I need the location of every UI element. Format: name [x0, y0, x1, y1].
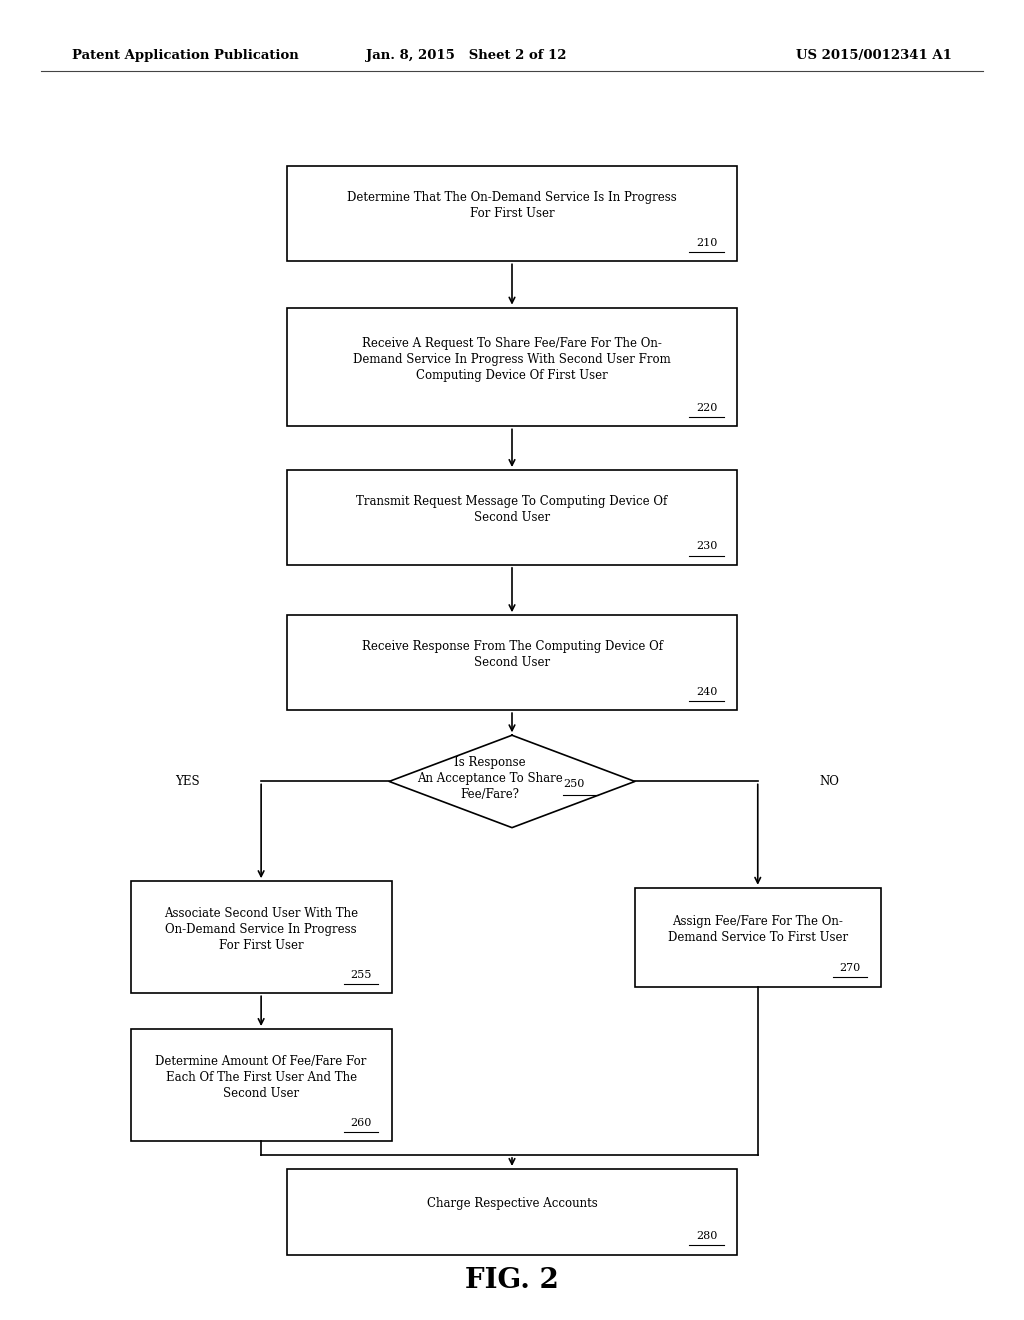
Text: Is Response
An Acceptance To Share
Fee/Fare?: Is Response An Acceptance To Share Fee/F… — [417, 756, 562, 801]
FancyBboxPatch shape — [287, 308, 737, 426]
Text: US 2015/0012341 A1: US 2015/0012341 A1 — [797, 49, 952, 62]
Text: NO: NO — [819, 775, 839, 788]
Text: YES: YES — [175, 775, 200, 788]
Text: Receive Response From The Computing Device Of
Second User: Receive Response From The Computing Devi… — [361, 640, 663, 669]
Text: Associate Second User With The
On-Demand Service In Progress
For First User: Associate Second User With The On-Demand… — [164, 907, 358, 952]
FancyBboxPatch shape — [131, 882, 391, 993]
Text: 255: 255 — [350, 970, 372, 979]
Text: 220: 220 — [696, 403, 717, 413]
Text: 260: 260 — [350, 1118, 372, 1127]
FancyBboxPatch shape — [635, 887, 881, 987]
Text: Determine That The On-Demand Service Is In Progress
For First User: Determine That The On-Demand Service Is … — [347, 191, 677, 220]
FancyBboxPatch shape — [287, 1170, 737, 1254]
FancyBboxPatch shape — [287, 470, 737, 565]
Text: Transmit Request Message To Computing Device Of
Second User: Transmit Request Message To Computing De… — [356, 495, 668, 524]
Text: 230: 230 — [696, 541, 717, 552]
Text: Determine Amount Of Fee/Fare For
Each Of The First User And The
Second User: Determine Amount Of Fee/Fare For Each Of… — [156, 1055, 367, 1100]
Text: Patent Application Publication: Patent Application Publication — [72, 49, 298, 62]
Text: Assign Fee/Fare For The On-
Demand Service To First User: Assign Fee/Fare For The On- Demand Servi… — [668, 915, 848, 944]
Text: Charge Respective Accounts: Charge Respective Accounts — [427, 1197, 597, 1210]
Text: 250: 250 — [563, 779, 585, 789]
Text: Receive A Request To Share Fee/Fare For The On-
Demand Service In Progress With : Receive A Request To Share Fee/Fare For … — [353, 337, 671, 381]
Text: 210: 210 — [696, 238, 717, 248]
Text: Jan. 8, 2015   Sheet 2 of 12: Jan. 8, 2015 Sheet 2 of 12 — [366, 49, 566, 62]
Text: 240: 240 — [696, 686, 717, 697]
Text: 270: 270 — [840, 964, 860, 973]
Text: 280: 280 — [696, 1232, 717, 1241]
FancyBboxPatch shape — [287, 615, 737, 710]
FancyBboxPatch shape — [287, 166, 737, 261]
Text: FIG. 2: FIG. 2 — [465, 1267, 559, 1294]
FancyBboxPatch shape — [131, 1030, 391, 1140]
